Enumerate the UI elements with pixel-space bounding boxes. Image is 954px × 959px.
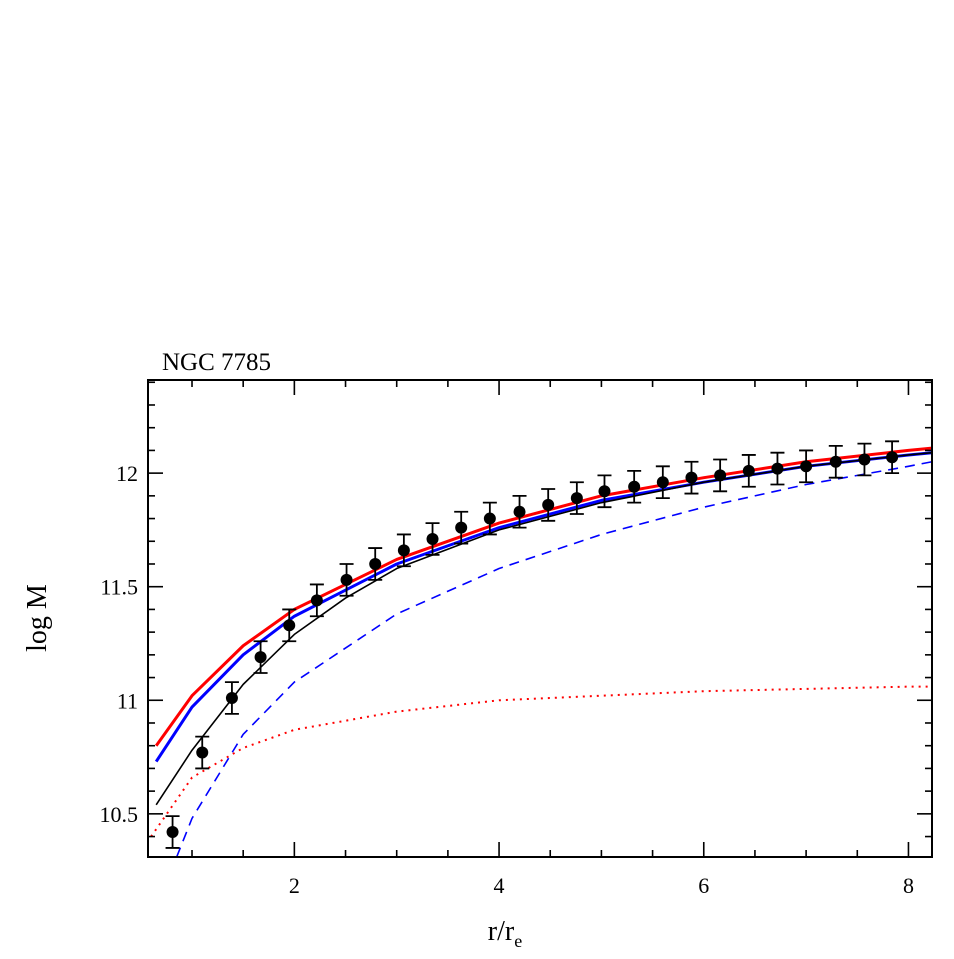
data-point — [340, 573, 353, 586]
data-point — [800, 460, 813, 473]
y-axis-label: log M — [22, 584, 53, 652]
data-point — [283, 619, 296, 632]
x-tick-label: 2 — [289, 873, 300, 898]
data-point — [483, 512, 496, 525]
plot-frame — [147, 379, 933, 858]
data-point — [225, 692, 238, 704]
data-point — [628, 480, 641, 493]
data-point — [542, 498, 555, 511]
y-tick-label: 10.5 — [100, 802, 139, 827]
x-axis-label: r/re — [488, 916, 522, 951]
x-axis-label-text: r/r — [488, 916, 515, 947]
chart-title: NGC 7785 — [162, 349, 271, 376]
data-point — [513, 505, 526, 518]
data-point — [570, 492, 583, 505]
y-tick-label: 11 — [117, 688, 138, 713]
model-curve — [154, 446, 932, 747]
data-point — [656, 476, 669, 489]
x-axis-label-subscript: e — [514, 931, 522, 951]
data-point — [455, 521, 468, 534]
data-point — [886, 451, 899, 464]
data-point — [598, 485, 611, 498]
data-point — [310, 594, 323, 607]
y-tick-label: 12 — [116, 461, 138, 486]
data-point — [685, 471, 698, 484]
x-tick-label: 8 — [903, 873, 914, 898]
x-tick-label: 4 — [494, 873, 505, 898]
data-point — [714, 469, 727, 482]
data-point — [771, 462, 784, 475]
data-point — [196, 746, 209, 759]
plot-area — [150, 440, 932, 857]
data-point — [397, 544, 410, 557]
data-point — [858, 453, 871, 466]
data-point — [742, 464, 755, 477]
data-point — [254, 651, 267, 664]
data-point — [426, 533, 439, 545]
x-tick-label: 6 — [698, 873, 709, 898]
y-tick-label: 11.5 — [100, 575, 138, 600]
data-point — [829, 455, 842, 468]
data-point — [369, 557, 382, 570]
model-curve — [154, 451, 932, 763]
data-point — [166, 826, 179, 839]
model-curve — [150, 685, 932, 838]
